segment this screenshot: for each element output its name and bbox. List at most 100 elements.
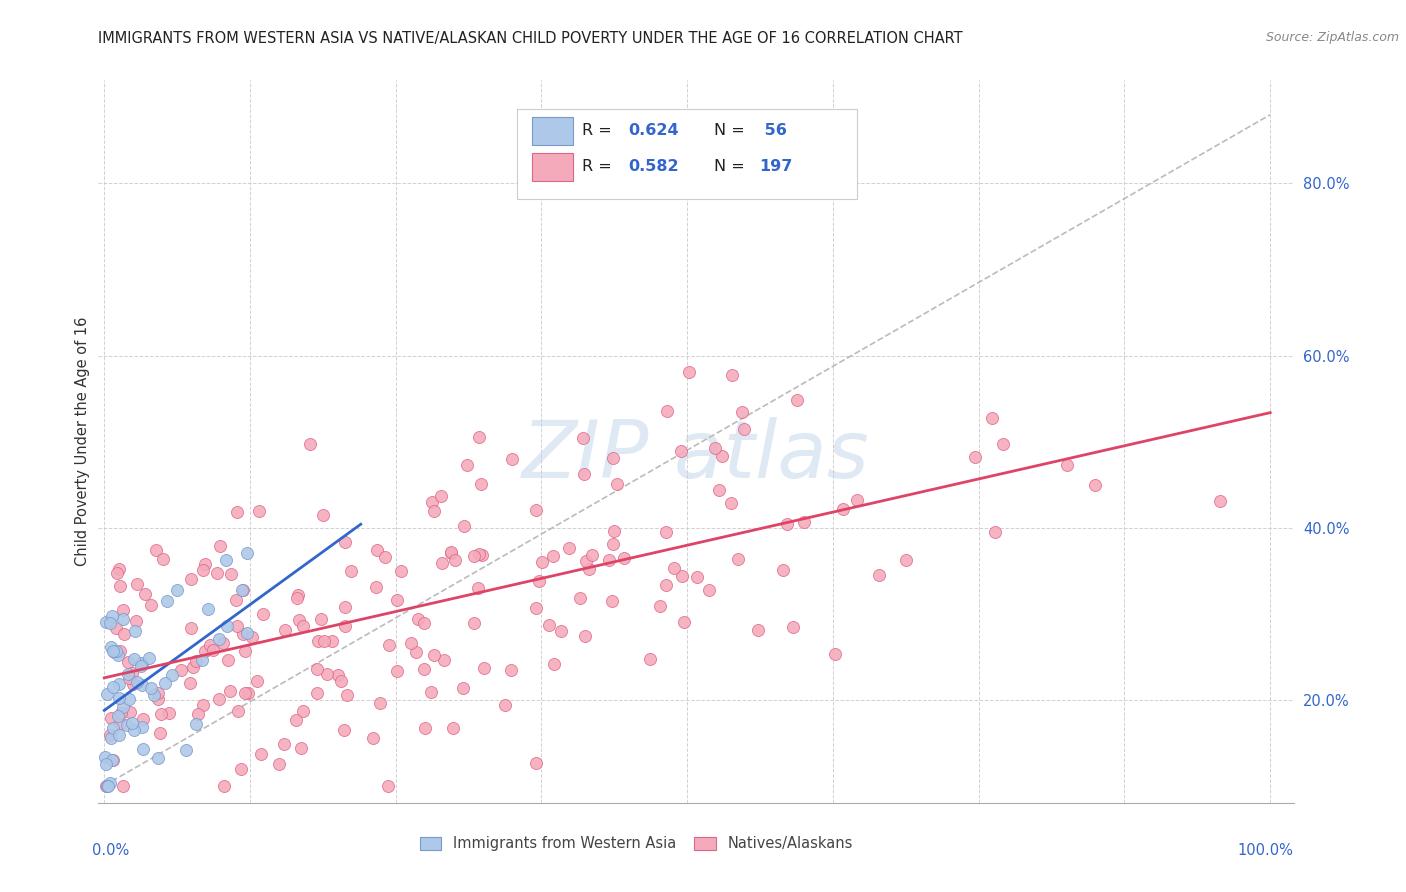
Point [389,564,412,578]
Point [194,644,217,658]
Point [233,686,256,700]
Point [108,715,131,730]
Point [298,437,321,451]
Point [131,720,153,734]
Point [121,716,143,731]
Point [101,721,124,735]
Point [470,477,492,491]
Point [374,549,396,564]
Text: 197: 197 [759,160,793,175]
Point [105,621,128,635]
Point [501,452,523,467]
Point [524,756,547,771]
Point [305,686,328,700]
Point [613,550,636,565]
Point [267,757,290,772]
Point [138,650,160,665]
Point [247,504,270,518]
Point [191,653,214,667]
Point [105,644,128,658]
Point [146,686,169,700]
Point [108,562,131,576]
Text: 0.624: 0.624 [628,123,679,138]
Point [472,661,495,675]
FancyBboxPatch shape [533,117,572,145]
Point [231,582,253,597]
Point [603,524,626,539]
Point [311,508,333,522]
Point [406,612,429,626]
Point [1056,458,1078,472]
Point [385,592,408,607]
Text: ZIP atlas: ZIP atlas [522,417,870,495]
Point [451,681,474,695]
Point [733,422,755,436]
Point [96,615,118,630]
Point [103,645,125,659]
Point [378,638,401,652]
Point [721,368,744,382]
Point [194,558,217,572]
Point [219,684,242,698]
Point [385,665,408,679]
Point [118,692,141,706]
Point [187,706,209,721]
Point [212,779,235,793]
Point [160,668,183,682]
Point [129,656,152,670]
Point [110,706,132,721]
Point [524,503,547,517]
Point [157,706,180,721]
Point [122,677,145,691]
Point [290,741,312,756]
Point [413,662,436,676]
Point [176,743,198,757]
Point [574,629,596,643]
Point [321,633,343,648]
Text: 56: 56 [759,123,787,138]
Point [153,675,176,690]
Point [170,663,193,677]
Point [648,599,671,614]
Point [207,566,229,580]
Point [965,450,987,465]
Point [131,659,153,673]
Point [103,680,125,694]
Point [212,636,235,650]
Point [782,620,804,634]
Point [456,458,478,472]
Point [575,554,598,568]
Point [112,699,135,714]
Point [423,648,446,663]
Point [274,623,297,637]
Point [531,555,554,569]
Point [494,698,516,712]
Point [606,477,628,491]
Point [146,751,169,765]
Point [232,627,254,641]
Point [894,553,917,567]
Point [499,663,522,677]
Point [101,608,124,623]
Text: 0.0%: 0.0% [93,843,129,857]
Point [377,779,399,793]
Point [112,779,135,793]
Point [101,753,124,767]
Point [307,662,329,676]
Point [868,568,890,582]
Point [326,668,349,682]
Point [1084,477,1107,491]
Point [100,731,122,746]
Point [181,659,204,673]
Point [108,691,131,706]
Point [118,671,141,685]
Point [526,600,548,615]
Point [727,552,749,566]
Point [105,566,128,580]
Point [602,450,624,465]
Point [314,633,336,648]
Point [558,541,581,556]
Point [225,619,247,633]
Point [141,681,163,696]
Point [669,444,692,458]
